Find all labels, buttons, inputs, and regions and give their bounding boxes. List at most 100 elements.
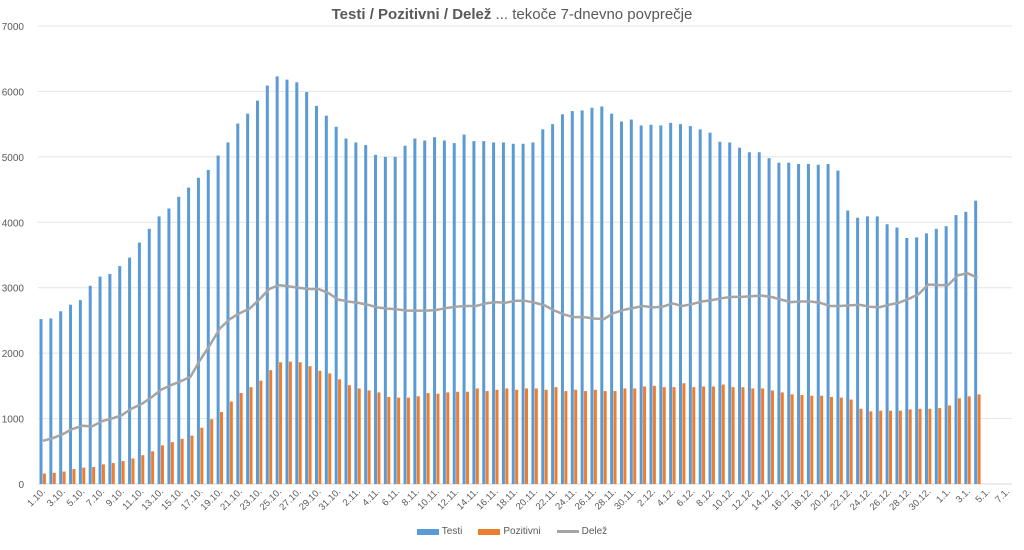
bar-pozitivni	[377, 392, 381, 484]
bar-pozitivni	[721, 384, 725, 484]
bar-pozitivni	[387, 396, 391, 484]
x-tick-label: 7.10.	[84, 486, 107, 509]
bar-pozitivni	[436, 393, 440, 484]
bar-testi	[206, 169, 210, 484]
x-tick-label: 5.10.	[65, 486, 88, 509]
bar-pozitivni	[800, 395, 804, 484]
bar-testi	[570, 111, 574, 485]
bar-testi	[128, 257, 132, 484]
bar-pozitivni	[682, 383, 686, 484]
bar-testi	[659, 125, 663, 485]
bar-testi	[747, 152, 751, 484]
bar-testi	[924, 233, 928, 484]
bar-pozitivni	[761, 388, 765, 484]
bar-pozitivni	[790, 394, 794, 484]
bar-testi	[649, 124, 653, 484]
bar-testi	[836, 170, 840, 484]
bar-pozitivni	[308, 366, 312, 484]
bar-pozitivni	[603, 391, 607, 484]
bar-testi	[354, 142, 358, 484]
bar-pozitivni	[613, 391, 617, 484]
bar-testi	[600, 106, 604, 484]
bar-pozitivni	[121, 461, 125, 484]
bar-testi	[255, 100, 259, 485]
bar-testi	[403, 145, 407, 484]
bar-testi	[69, 304, 73, 484]
bar-pozitivni	[347, 385, 351, 484]
bar-pozitivni	[662, 387, 666, 484]
bar-testi	[314, 105, 318, 484]
bar-pozitivni	[820, 395, 824, 484]
x-tick-label: 18.11.	[494, 486, 520, 512]
bar-testi	[974, 200, 978, 485]
bar-testi	[797, 164, 801, 484]
bar-pozitivni	[770, 390, 774, 484]
bar-pozitivni	[879, 410, 883, 484]
bar-testi	[728, 142, 732, 484]
x-tick-label: 1.1.	[934, 486, 953, 505]
bar-testi	[88, 285, 92, 484]
bar-pozitivni	[160, 445, 164, 484]
bar-pozitivni	[692, 387, 696, 484]
bar-testi	[580, 110, 584, 484]
bar-pozitivni	[643, 386, 647, 484]
y-tick-label: 3000	[2, 284, 25, 295]
bar-testi	[118, 266, 122, 484]
bar-pozitivni	[367, 390, 371, 484]
bar-testi	[196, 177, 200, 484]
bar-pozitivni	[898, 410, 902, 484]
bar-pozitivni	[839, 397, 843, 484]
bar-pozitivni	[475, 388, 479, 484]
bar-testi	[147, 228, 151, 484]
bar-pozitivni	[584, 391, 588, 484]
x-tick-label: 26.11.	[573, 486, 599, 512]
bar-pozitivni	[141, 455, 145, 484]
bar-pozitivni	[111, 463, 115, 484]
legend-swatch-pozitivni	[478, 528, 501, 535]
bar-pozitivni	[554, 387, 558, 484]
bar-pozitivni	[918, 408, 922, 484]
chart-title-rest: ... tekoče 7-dnevno povprečje	[491, 6, 693, 23]
bar-pozitivni	[544, 389, 548, 484]
bar-pozitivni	[957, 398, 961, 484]
legend-swatch-delez	[556, 530, 579, 533]
bar-testi	[324, 115, 328, 484]
legend-label-pozitivni: Pozitivni	[503, 526, 541, 537]
bar-testi	[383, 156, 387, 484]
bar-testi	[98, 276, 102, 484]
bar-pozitivni	[318, 370, 322, 484]
bar-pozitivni	[338, 379, 342, 484]
bar-testi	[59, 311, 63, 484]
bar-testi	[826, 164, 830, 484]
bar-testi	[275, 76, 279, 484]
bar-testi	[462, 134, 466, 484]
bar-pozitivni	[485, 391, 489, 484]
x-tick-label: 7.1.	[993, 486, 1012, 505]
bar-pozitivni	[731, 387, 735, 484]
bar-testi	[393, 156, 397, 484]
legend-item-testi: Testi	[416, 526, 462, 537]
bar-pozitivni	[92, 466, 96, 484]
bar-testi	[423, 140, 427, 484]
bar-testi	[846, 210, 850, 484]
bar-testi	[629, 119, 633, 484]
bar-testi	[619, 121, 623, 485]
bar-pozitivni	[741, 387, 745, 484]
bar-testi	[334, 126, 338, 484]
bar-pozitivni	[525, 388, 528, 484]
bar-pozitivni	[131, 458, 135, 484]
bar-testi	[177, 196, 181, 485]
bar-pozitivni	[298, 362, 302, 484]
bar-pozitivni	[200, 427, 204, 484]
bar-testi	[108, 273, 112, 484]
bar-pozitivni	[623, 388, 627, 484]
bar-testi	[78, 300, 82, 484]
bar-pozitivni	[210, 419, 214, 484]
bar-pozitivni	[269, 370, 273, 484]
x-tick-label: 24.11.	[553, 486, 579, 512]
bar-testi	[777, 162, 781, 484]
bar-pozitivni	[908, 409, 912, 484]
bar-testi	[895, 227, 899, 484]
bar-pozitivni	[101, 464, 105, 484]
bar-pozitivni	[170, 442, 174, 484]
